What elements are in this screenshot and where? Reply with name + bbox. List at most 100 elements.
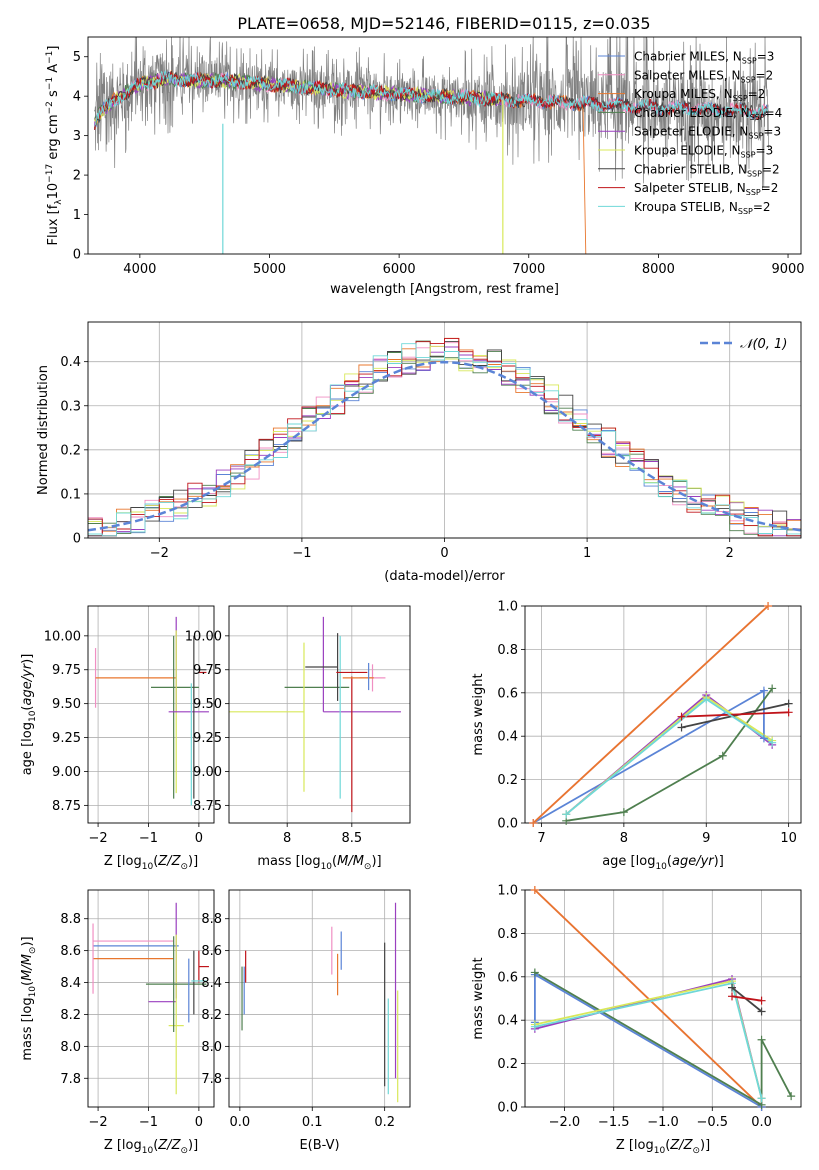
x-tick-label: −2.0 [549, 1115, 581, 1130]
y-tick-label: 8.6 [60, 944, 81, 959]
legend-subscript: SSP [746, 188, 761, 197]
plot-area [94, 616, 209, 806]
legend-label-kroupa_stelib: Kroupa STELIB, NSSP=2 [634, 200, 771, 216]
y-tick-label: 9.25 [52, 731, 81, 746]
y-tick-label: 9.25 [193, 731, 222, 746]
marker-salpeter_stelib [677, 712, 686, 721]
marker-kroupa_stelib [757, 1094, 766, 1103]
y-axis-label: Flux [fλ10−17 erg cm−2 s−1 A−1] [45, 46, 64, 246]
y-tick-label: 0.8 [497, 927, 518, 942]
label-part: 10 [654, 1146, 666, 1156]
line-kroupa_miles [534, 890, 763, 1107]
legend-text: =4 [765, 106, 783, 120]
axes-frame [87, 321, 802, 539]
label-part: ] [46, 46, 61, 51]
label-part: 10 [142, 862, 154, 872]
ticks: −2.0 −1.5 −1.0 −0.5 0.0 0.0 0.2 0.4 0.6 0.8 1.0 [497, 884, 772, 1131]
y-tick-label: 0.1 [60, 487, 81, 502]
label-part: ( [20, 706, 35, 711]
axes-frame [228, 605, 411, 824]
model-line-salpeter_stelib [94, 71, 769, 130]
label-part: 10 [46, 183, 61, 200]
y-tick-label: 0.4 [60, 355, 81, 370]
legend-text: =3 [757, 50, 775, 64]
label-part: −2 [45, 101, 55, 114]
marker-chabrier_stelib [677, 723, 686, 732]
label-part: mass weight [471, 957, 486, 1039]
legend-text: Salpeter STELIB, N [634, 181, 746, 195]
legend-text: =2 [748, 87, 766, 101]
ticks: −2 −1 0 1 2 0 0.1 0.2 0.3 0.4 [60, 355, 734, 561]
axes-frame [524, 889, 802, 1108]
x-tick-label: −1.5 [598, 1115, 630, 1130]
x-axis-label: age [log10(age/yr)] [602, 854, 724, 872]
ticks: 8 8.5 8.75 9.00 9.25 9.50 9.75 10.00 [185, 629, 362, 846]
legend-label-salpeter_stelib: Salpeter STELIB, NSSP=2 [634, 181, 778, 197]
legend-label-chabrier_elodie: Chabrier ELODIE, NSSP=4 [634, 106, 782, 122]
marker-chabrier_miles [759, 686, 768, 695]
label-part: Flux [f [46, 204, 61, 245]
x-tick-label: −1 [292, 546, 311, 561]
x-tick-label: −1 [139, 1115, 158, 1130]
legend-subscript: SSP [733, 94, 748, 103]
marker-chabrier_elodie [718, 751, 727, 760]
panel-mass_weight_vs_Z: −2.0 −1.5 −1.0 −0.5 0.0 0.0 0.2 0.4 0.6 0.8 1.0 Z [… [471, 884, 802, 1156]
legend-text: =2 [753, 200, 771, 214]
histogram-salpeter_stelib [88, 337, 801, 537]
y-tick-label: 8.0 [60, 1040, 81, 1055]
legend-label-salpeter_elodie: Salpeter ELODIE, NSSP=3 [634, 125, 781, 141]
marker-salpeter_stelib [728, 992, 736, 1001]
plot-area [92, 902, 209, 1095]
label-part: Z [log [104, 1138, 142, 1153]
panel-spectrum: 4000 5000 6000 7000 8000 9000 0 1 2 3 4 5 wavelength… [45, 36, 805, 297]
y-tick-label: 0.4 [497, 730, 518, 745]
y-tick-label: 9.00 [193, 765, 222, 780]
label-part: −1 [45, 51, 55, 64]
label-part: A [46, 64, 61, 77]
y-tick-label: 4 [73, 90, 81, 105]
ticks: 7 8 9 10 0.0 0.2 0.4 0.6 0.8 1.0 [497, 600, 797, 847]
label-part: λ [54, 199, 64, 205]
y-tick-label: 9.50 [52, 697, 81, 712]
x-tick-label: 9 [702, 831, 710, 846]
label-part: ⊙ [180, 1146, 188, 1156]
grid-lines [88, 606, 214, 823]
histogram-kroupa_stelib [88, 343, 801, 537]
label-part: ⊙ [28, 947, 38, 955]
plot-area [94, 37, 769, 254]
y-tick-label: 0.3 [60, 399, 81, 414]
label-part: ⊙ [180, 862, 188, 872]
x-axis-label: E(B-V) [299, 1138, 339, 1153]
y-tick-label: 8.8 [60, 912, 81, 927]
label-part: Z [log [104, 854, 142, 869]
legend-subscript: SSP [741, 75, 756, 84]
legend-label-kroupa_elodie: Kroupa ELODIE, NSSP=3 [634, 144, 773, 160]
x-tick-label: −1 [139, 831, 158, 846]
line-salpeter_elodie [565, 693, 773, 815]
y-axis-label: age [log10(age/yr)] [20, 654, 38, 776]
y-tick-label: 9.50 [193, 697, 222, 712]
y-tick-label: 8.2 [201, 1008, 222, 1023]
y-tick-label: 0.8 [497, 643, 518, 658]
legend-text: Kroupa MILES, N [634, 87, 733, 101]
x-axis-label: Z [log10(Z/Z⊙)] [616, 1138, 710, 1156]
label-part: Z/Z [157, 1138, 181, 1153]
marker-chabrier_elodie [619, 808, 628, 817]
marker-kroupa_stelib [562, 810, 571, 819]
y-tick-label: 0.2 [497, 773, 518, 788]
label-part: Normed distribution [36, 365, 51, 495]
marker-salpeter_stelib [784, 708, 793, 717]
legend-label-gaussian: 𝒩(0, 1) [740, 337, 787, 352]
line-salpeter_stelib [731, 995, 762, 1002]
y-tick-label: 7.8 [201, 1072, 222, 1087]
y-tick-label: 8.4 [201, 976, 222, 991]
x-tick-label: 7 [537, 831, 545, 846]
legend-text: Chabrier STELIB, N [634, 162, 747, 176]
ticks: −2 −1 0 7.8 8.0 8.2 8.4 8.6 8.8 [60, 912, 203, 1130]
label-part: ( [667, 854, 672, 869]
y-tick-label: 5 [73, 50, 81, 65]
line-salpeter_stelib [681, 711, 789, 718]
label-part: ( [20, 981, 35, 986]
grid-lines [88, 890, 214, 1107]
